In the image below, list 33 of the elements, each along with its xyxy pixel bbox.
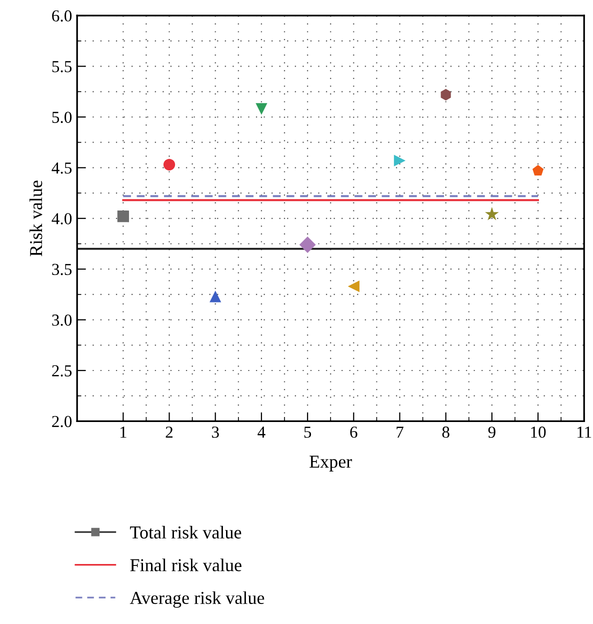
- y-tick-label: 4.0: [52, 213, 72, 224]
- y-tick-label: 3.5: [52, 264, 72, 276]
- x-tick-label: 6: [350, 426, 358, 438]
- y-tick-label: 3.0: [52, 314, 72, 326]
- y-tick-label: 2.0: [52, 416, 72, 428]
- legend-label: Final risk value: [130, 558, 242, 572]
- y-tick-label: 4.5: [52, 162, 72, 174]
- legend-label: Average risk value: [130, 591, 264, 608]
- x-tick-label: 5: [304, 426, 312, 438]
- y-axis-title: Risk value: [29, 180, 42, 256]
- point: [117, 210, 129, 222]
- point: [256, 103, 268, 115]
- point: [440, 88, 451, 100]
- x-tick-label: 9: [488, 426, 496, 438]
- point: [163, 158, 176, 170]
- y-tick-label: 2.5: [52, 365, 72, 377]
- point: [394, 154, 406, 166]
- x-tick-label: 4: [258, 426, 266, 438]
- x-tick-label: 3: [212, 426, 219, 438]
- x-axis-title: Exper: [310, 456, 352, 472]
- x-tick-label: 7: [396, 426, 404, 438]
- x-tick-label: 2: [166, 426, 173, 438]
- point: [210, 290, 222, 302]
- y-tick-label: 6.0: [52, 10, 72, 22]
- x-tick-label: 11: [578, 426, 592, 438]
- x-tick-label: 1: [120, 426, 126, 438]
- point: [348, 280, 360, 292]
- x-tick-label: 8: [442, 426, 450, 438]
- y-tick-label: 5.5: [52, 61, 72, 72]
- x-tick-label: 10: [531, 426, 546, 438]
- legend-label: Total risk value: [130, 526, 242, 539]
- y-tick-label: 5.0: [52, 112, 72, 124]
- point: [532, 164, 544, 176]
